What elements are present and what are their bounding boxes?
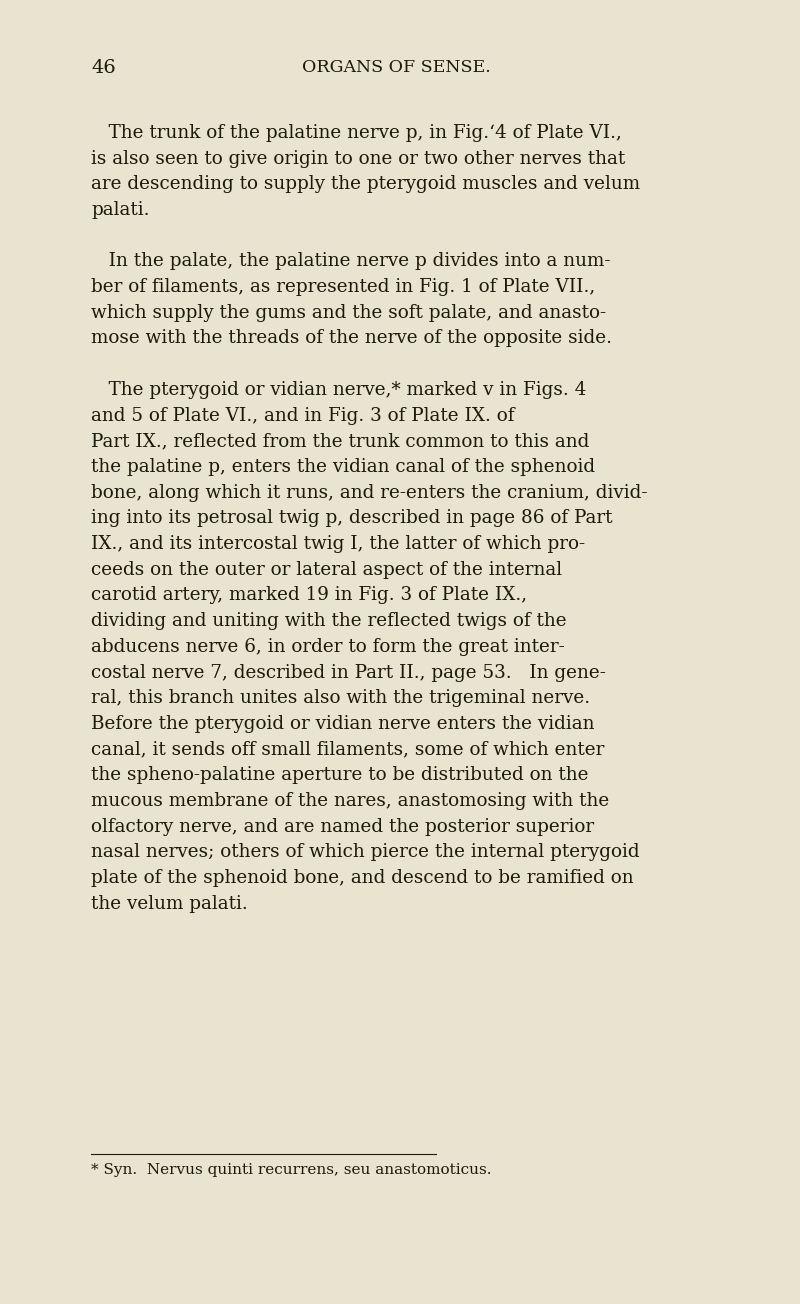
Text: The trunk of the palatine nerve p, in Fig.‘4 of Plate VI.,
is also seen to give : The trunk of the palatine nerve p, in Fi… xyxy=(91,124,648,913)
Text: ORGANS OF SENSE.: ORGANS OF SENSE. xyxy=(302,59,490,76)
Text: 46: 46 xyxy=(91,59,116,77)
Text: * Syn.  Nervus quinti recurrens, seu anastomoticus.: * Syn. Nervus quinti recurrens, seu anas… xyxy=(91,1163,492,1178)
